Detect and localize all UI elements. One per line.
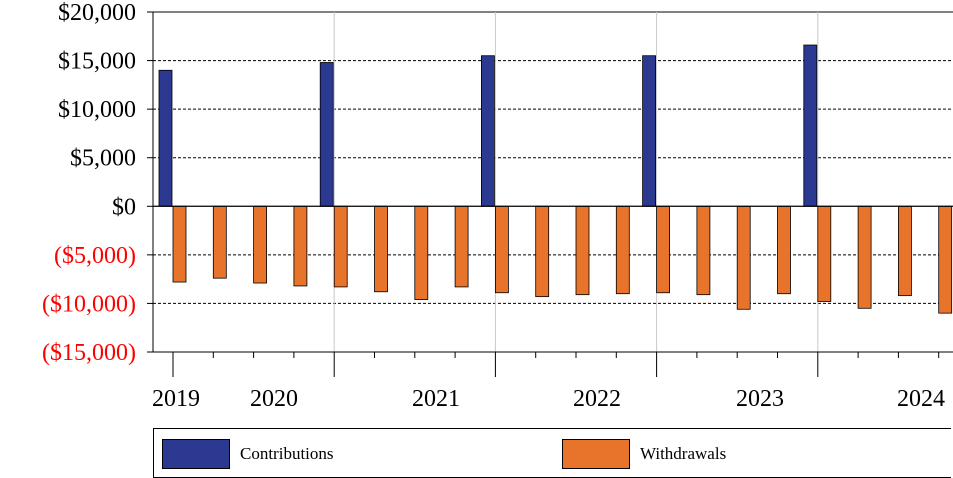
bar-contributions: [319, 62, 334, 207]
legend-swatch-contributions: [162, 439, 230, 469]
bar-withdrawals: [575, 205, 590, 296]
bar-contributions: [158, 69, 173, 207]
bar-contributions: [642, 55, 656, 207]
bar-withdrawals: [253, 205, 268, 284]
x-tick-label: 2023: [736, 386, 784, 412]
legend-swatch-withdrawals: [562, 439, 630, 469]
bar-withdrawals: [656, 205, 670, 294]
bar-contributions: [480, 55, 495, 207]
x-tick-label: 2024: [897, 386, 945, 412]
bar-withdrawals: [857, 205, 872, 309]
bar-withdrawals: [817, 205, 832, 302]
y-tick-label: ($10,000): [42, 291, 136, 317]
chart-legend: Contributions Withdrawals: [153, 428, 951, 478]
bar-withdrawals: [736, 205, 751, 310]
chart-plot: $20,000 $15,000 $10,000 $5,000 $0 ($5,000) ($1…: [42, 0, 953, 412]
bar-withdrawals: [293, 205, 308, 287]
bar-withdrawals: [454, 205, 469, 288]
legend-label-contributions: Contributions: [240, 444, 334, 463]
bar-withdrawals: [615, 205, 630, 295]
legend-label-withdrawals: Withdrawals: [640, 444, 727, 463]
y-tick-label: ($15,000): [42, 340, 136, 366]
bar-withdrawals: [374, 205, 388, 293]
y-tick-label: $15,000: [58, 49, 136, 75]
bar-withdrawals: [777, 205, 791, 295]
bar-contributions: [803, 44, 818, 207]
bar-withdrawals: [535, 205, 550, 298]
x-tick-label: 2020: [250, 386, 298, 412]
bar-withdrawals: [696, 205, 711, 296]
bar-withdrawals: [414, 205, 429, 300]
y-tick-label: $10,000: [58, 97, 136, 123]
bar-withdrawals: [172, 205, 187, 283]
y-tick-label: $0: [112, 194, 136, 220]
bar-withdrawals: [494, 205, 509, 294]
bar-withdrawals: [212, 205, 227, 279]
bar-withdrawals: [938, 205, 953, 314]
x-tick-label: 2019: [152, 386, 200, 412]
y-tick-label: ($5,000): [54, 243, 136, 269]
y-tick-label: $20,000: [58, 0, 136, 26]
legend-item-contributions: Contributions: [162, 439, 334, 469]
x-tick-label: 2021: [412, 386, 460, 412]
bar-withdrawals: [333, 205, 348, 288]
bar-withdrawals: [898, 205, 912, 297]
legend-item-withdrawals: Withdrawals: [562, 439, 726, 469]
y-tick-label: $5,000: [70, 146, 136, 172]
x-tick-label: 2022: [573, 386, 621, 412]
